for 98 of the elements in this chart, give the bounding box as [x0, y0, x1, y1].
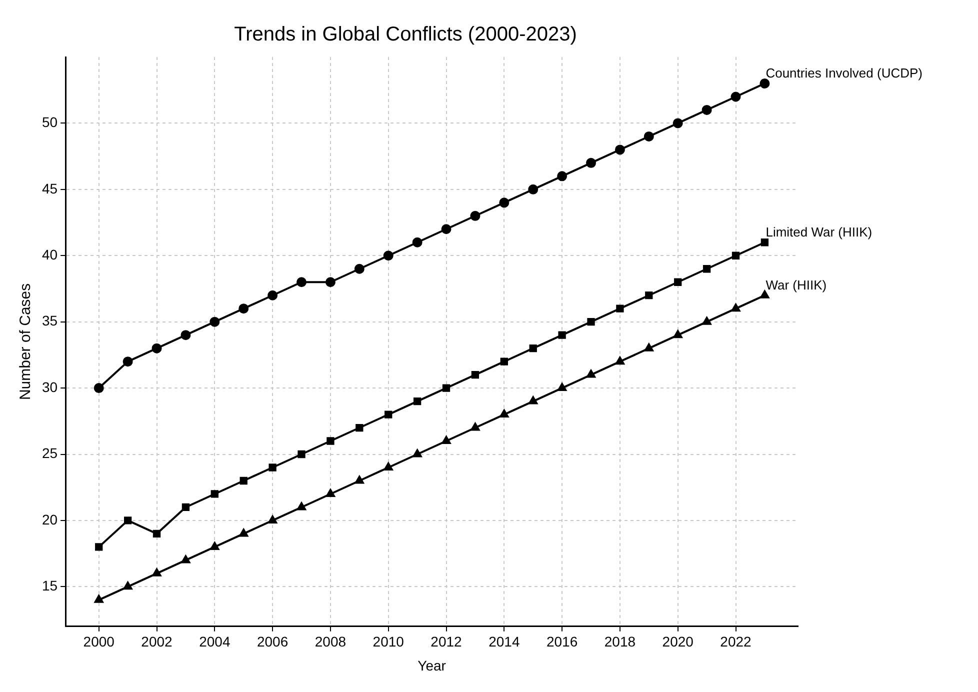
point	[384, 410, 392, 418]
x-tick-label: 2002	[141, 634, 173, 650]
point	[240, 476, 248, 485]
point	[441, 224, 452, 234]
point	[645, 292, 653, 300]
point	[326, 488, 335, 497]
point	[528, 396, 538, 404]
point	[586, 370, 596, 378]
y-tick-label: 40	[42, 246, 58, 262]
point	[238, 304, 249, 314]
point	[413, 397, 422, 406]
point	[586, 158, 596, 168]
point	[672, 118, 683, 128]
series-label: War (HIIK)	[766, 277, 827, 292]
point	[412, 449, 422, 458]
point	[702, 265, 711, 273]
point	[94, 383, 104, 394]
point	[210, 542, 220, 550]
point	[239, 528, 248, 537]
x-tick-label: 2010	[372, 634, 404, 650]
point	[412, 237, 422, 248]
point	[210, 490, 218, 498]
x-tick-label: 2004	[199, 634, 230, 650]
x-tick-label: 2006	[256, 634, 288, 650]
y-tick-label: 45	[42, 180, 58, 196]
x-tick-label: 2000	[83, 634, 115, 650]
point	[94, 594, 104, 603]
point	[500, 410, 509, 418]
y-tick-label: 15	[42, 578, 58, 594]
x-axis-title: Year	[418, 657, 446, 674]
x-tick-label: 2012	[430, 634, 462, 650]
y-tick-label: 35	[42, 312, 58, 329]
point	[557, 171, 568, 182]
x-tick-label: 2008	[314, 634, 346, 650]
y-tick-label: 50	[42, 114, 58, 130]
y-tick-label: 25	[42, 445, 58, 462]
point	[732, 252, 740, 260]
point	[644, 131, 654, 142]
point	[298, 450, 306, 458]
point	[471, 370, 480, 379]
point	[442, 436, 451, 444]
point	[152, 530, 161, 538]
series-label: Countries Involved (UCDP)	[766, 66, 922, 81]
point	[210, 316, 220, 327]
point	[180, 330, 191, 340]
point	[760, 290, 770, 298]
point	[326, 437, 334, 445]
point	[152, 568, 162, 576]
point	[354, 264, 364, 274]
x-tick-label: 2022	[720, 634, 752, 650]
y-tick-label: 30	[42, 378, 58, 395]
point	[558, 383, 567, 392]
point	[325, 277, 336, 288]
point	[760, 238, 769, 246]
point	[442, 384, 450, 392]
x-tick-label: 2014	[488, 634, 520, 650]
x-tick-label: 2016	[546, 634, 578, 650]
point	[356, 424, 364, 432]
point	[528, 184, 538, 194]
point	[499, 198, 510, 208]
point	[124, 516, 132, 524]
point	[470, 210, 480, 221]
y-tick-label: 20	[42, 511, 58, 528]
point	[152, 343, 162, 354]
point	[730, 92, 741, 102]
point	[674, 278, 682, 286]
point	[615, 356, 624, 365]
point	[268, 290, 278, 300]
point	[181, 555, 190, 564]
series-label: Limited War (HIIK)	[766, 224, 872, 240]
point	[296, 277, 307, 288]
point	[529, 344, 537, 352]
point	[614, 144, 625, 155]
point	[123, 582, 132, 590]
point	[122, 356, 133, 367]
x-tick-label: 2020	[662, 634, 694, 650]
point	[268, 515, 278, 524]
chart-title: Trends in Global Conflicts (2000-2023)	[234, 24, 577, 46]
y-axis-title: Number of Cases	[17, 283, 34, 400]
point	[182, 503, 190, 512]
point	[616, 304, 624, 312]
point	[470, 422, 480, 431]
point	[297, 502, 306, 510]
point	[383, 250, 394, 261]
point	[384, 462, 393, 470]
point	[354, 476, 364, 484]
point	[500, 358, 508, 366]
point	[702, 316, 712, 325]
point	[644, 343, 654, 352]
point	[673, 330, 682, 338]
point	[702, 104, 712, 115]
point	[587, 318, 595, 326]
point	[731, 304, 740, 312]
point	[95, 543, 103, 551]
point	[760, 78, 770, 88]
point	[558, 331, 566, 339]
x-tick-label: 2018	[604, 634, 636, 650]
point	[268, 464, 276, 472]
